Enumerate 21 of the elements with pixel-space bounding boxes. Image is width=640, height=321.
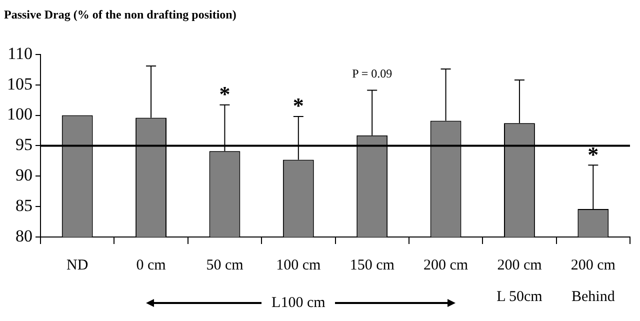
x-tick-label: 100 cm — [276, 258, 322, 274]
y-tick-label: 85 — [16, 196, 32, 216]
y-tick-label: 80 — [16, 226, 32, 246]
y-tick-label: 95 — [16, 135, 32, 154]
x-tick-label: 50 cm — [206, 258, 244, 274]
x-tick-label: 200 cm — [423, 258, 468, 274]
x-tick-label: 200 cm Behind — [570, 258, 616, 306]
annotation: * — [292, 93, 304, 118]
annotation: * — [588, 142, 599, 167]
annotation: P = 0.09 — [352, 66, 392, 80]
x-tick-label: 200 cm L 50cm — [496, 258, 543, 306]
y-tick-label: 110 — [8, 44, 32, 63]
y-tick-label: 100 — [7, 104, 32, 124]
y-tick-label: 90 — [16, 166, 32, 185]
x-tick-label: ND — [66, 258, 88, 274]
x-tick-label: 0 cm — [136, 258, 166, 274]
y-tick-label: 105 — [7, 74, 32, 94]
chart-title: Passive Drag (% of the non drafting position) — [4, 7, 236, 22]
x-tick-label: 150 cm — [350, 258, 395, 274]
annotation: * — [219, 82, 230, 107]
text: L100 cm — [272, 294, 326, 311]
